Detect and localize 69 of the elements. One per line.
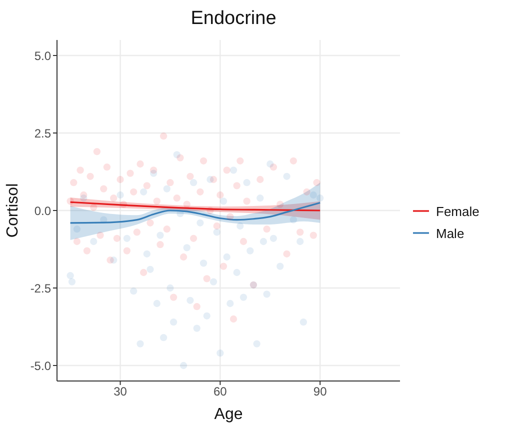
point (310, 191, 317, 199)
point (316, 194, 324, 202)
point (290, 216, 298, 224)
point (270, 234, 278, 242)
point (296, 238, 304, 246)
y-tick-label: -5.0 (30, 358, 52, 373)
point (253, 340, 260, 348)
x-tick-label: 30 (114, 384, 128, 399)
point (246, 247, 254, 254)
point (183, 244, 190, 252)
point (173, 151, 180, 158)
point (130, 288, 138, 295)
point (140, 188, 148, 196)
legend-label: Female (436, 204, 480, 218)
point (200, 260, 208, 267)
y-axis-title: Cortisol (4, 183, 22, 238)
point (153, 300, 160, 308)
point (210, 278, 218, 286)
point (206, 176, 214, 184)
point (220, 198, 228, 205)
y-tick-label: -2.5 (30, 281, 52, 296)
point (68, 278, 76, 286)
point (263, 290, 270, 298)
point (243, 179, 250, 186)
point (166, 284, 174, 292)
point (156, 232, 164, 239)
point (216, 350, 224, 357)
legend-label: Male (436, 226, 464, 240)
line-series (70, 202, 321, 224)
point (226, 300, 234, 308)
point (143, 250, 150, 258)
point (73, 226, 81, 233)
point (110, 256, 118, 264)
point (300, 318, 307, 326)
point (276, 262, 284, 270)
point (186, 296, 194, 304)
point (203, 312, 210, 320)
point (163, 185, 170, 192)
point (223, 253, 230, 261)
point (260, 238, 268, 246)
y-tick-label: 2.5 (34, 126, 52, 140)
point (230, 166, 238, 174)
point (233, 268, 240, 276)
x-tick-label: 90 (313, 384, 328, 399)
point (123, 234, 130, 242)
x-tick-label: 60 (213, 384, 228, 399)
point (116, 191, 124, 199)
point (236, 222, 244, 230)
chart-title: Endocrine (190, 8, 278, 30)
point (283, 172, 290, 180)
point (90, 238, 98, 246)
point (170, 318, 178, 326)
point (66, 272, 74, 280)
point (190, 179, 198, 186)
point (193, 324, 200, 332)
point (256, 194, 264, 202)
y-tick-label: 5.0 (34, 48, 52, 63)
point (266, 160, 274, 168)
point (213, 228, 220, 236)
point (240, 294, 248, 301)
y-tick-label: 0.0 (34, 204, 52, 218)
point (146, 266, 154, 273)
point (196, 219, 204, 226)
point (160, 334, 168, 342)
point (136, 340, 144, 348)
point (80, 194, 88, 202)
x-axis-title: Age (214, 406, 243, 423)
point (180, 362, 188, 370)
point (150, 170, 158, 177)
